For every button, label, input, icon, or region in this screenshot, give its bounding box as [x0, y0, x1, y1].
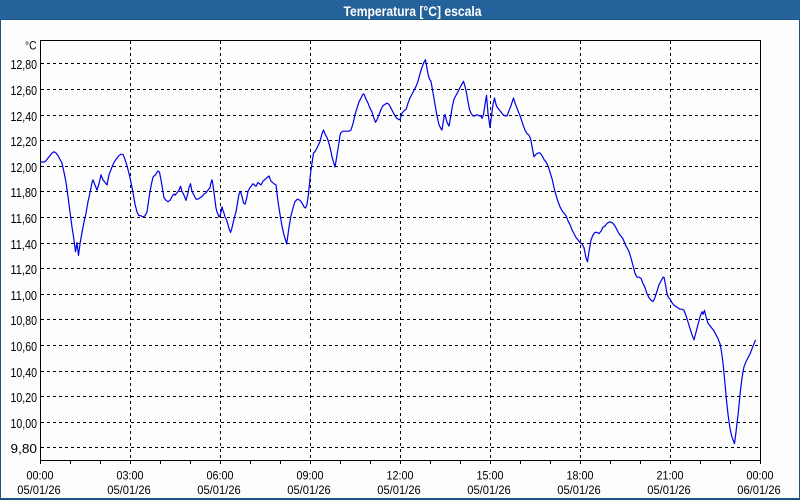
- svg-text:15:00: 15:00: [477, 469, 504, 483]
- svg-text:10,40: 10,40: [11, 366, 38, 380]
- svg-text:21:00: 21:00: [657, 469, 684, 483]
- svg-text:00:00: 00:00: [747, 469, 774, 483]
- svg-text:10,20: 10,20: [11, 391, 38, 405]
- svg-text:06:00: 06:00: [207, 469, 234, 483]
- svg-text:18:00: 18:00: [567, 469, 594, 483]
- svg-text:Temperatura [°C] escala: Temperatura [°C] escala: [344, 3, 482, 19]
- svg-text:12,60: 12,60: [11, 84, 38, 98]
- svg-text:12,40: 12,40: [11, 110, 38, 124]
- svg-text:05/01/26: 05/01/26: [107, 483, 151, 497]
- svg-text:9,80: 9,80: [11, 442, 38, 456]
- svg-text:05/01/26: 05/01/26: [287, 483, 331, 497]
- svg-text:10,00: 10,00: [11, 417, 38, 431]
- svg-text:09:00: 09:00: [297, 469, 324, 483]
- svg-text:05/01/26: 05/01/26: [377, 483, 421, 497]
- svg-text:12:00: 12:00: [387, 469, 414, 483]
- svg-text:10,60: 10,60: [11, 340, 38, 354]
- svg-text:°C: °C: [25, 39, 37, 53]
- svg-text:12,80: 12,80: [11, 58, 38, 72]
- svg-text:06/01/26: 06/01/26: [737, 483, 781, 497]
- svg-text:00:00: 00:00: [27, 469, 54, 483]
- svg-text:12,20: 12,20: [11, 135, 38, 149]
- svg-text:05/01/26: 05/01/26: [17, 483, 61, 497]
- svg-text:11,80: 11,80: [11, 186, 38, 200]
- svg-text:11,00: 11,00: [11, 289, 38, 303]
- svg-text:05/01/26: 05/01/26: [467, 483, 511, 497]
- svg-text:05/01/26: 05/01/26: [647, 483, 691, 497]
- svg-text:11,60: 11,60: [11, 212, 38, 226]
- svg-text:12,00: 12,00: [11, 161, 38, 175]
- svg-text:05/01/26: 05/01/26: [197, 483, 241, 497]
- svg-text:03:00: 03:00: [117, 469, 144, 483]
- svg-text:11,40: 11,40: [11, 238, 38, 252]
- svg-text:05/01/26: 05/01/26: [557, 483, 601, 497]
- svg-text:10,80: 10,80: [11, 314, 38, 328]
- svg-text:11,20: 11,20: [11, 263, 38, 277]
